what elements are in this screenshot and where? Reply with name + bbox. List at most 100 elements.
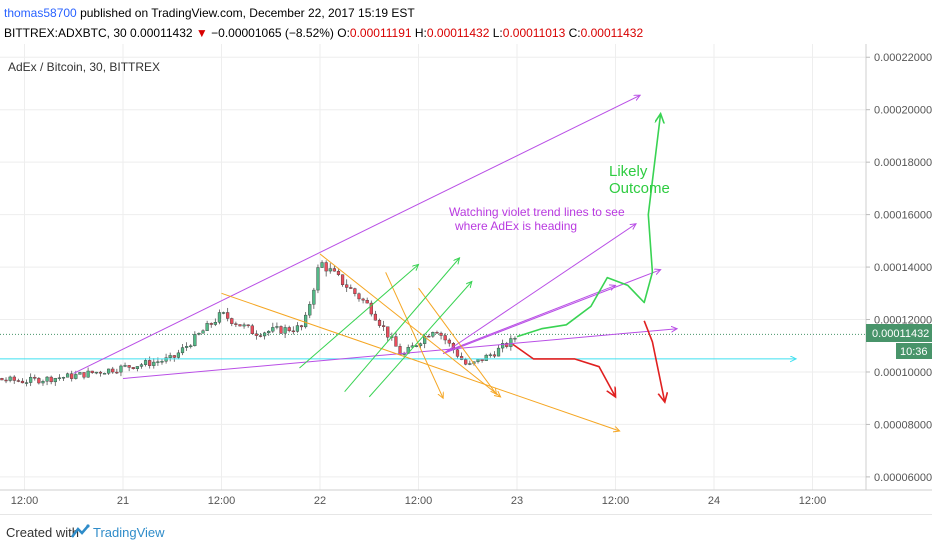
candle-body xyxy=(78,372,82,375)
candle-body xyxy=(82,372,86,378)
trendline-green-2 xyxy=(344,258,460,392)
candle-body xyxy=(185,346,189,348)
candle-body xyxy=(213,322,217,325)
candle-body xyxy=(115,371,119,374)
candle-body xyxy=(49,376,53,383)
candle-body xyxy=(455,349,460,357)
candle-body xyxy=(328,268,332,272)
candle-body xyxy=(316,267,320,291)
annotation-watch-line1: Watching violet trend lines to see xyxy=(449,205,625,219)
candle-body xyxy=(8,376,12,381)
created-with-label: Created with xyxy=(6,525,79,540)
candle-body xyxy=(41,381,45,384)
trendline-green-3 xyxy=(368,281,472,398)
candle-body xyxy=(57,377,61,379)
high-label: H: xyxy=(414,26,427,40)
candle-body xyxy=(414,345,419,347)
time-tick-label: 22 xyxy=(314,495,326,507)
candle-body xyxy=(246,324,250,327)
candle-body xyxy=(74,374,78,379)
candle-body xyxy=(102,373,107,375)
time-tick-label: 12:00 xyxy=(11,495,39,507)
candle-body xyxy=(459,356,464,360)
candle-body xyxy=(12,376,16,381)
trendline-violet-lower xyxy=(122,329,677,380)
candle-body xyxy=(435,332,439,334)
price-tick-label: 0.00016000 xyxy=(874,210,932,222)
candle-body xyxy=(24,382,29,384)
candle-body xyxy=(176,352,181,358)
channel-orange-short xyxy=(385,272,443,398)
drawing-layer xyxy=(0,95,796,431)
tradingview-brand[interactable]: TradingView xyxy=(93,525,165,540)
candle-body xyxy=(299,325,304,328)
candle-body xyxy=(476,359,480,362)
time-tick-label: 24 xyxy=(708,495,720,507)
candle-body xyxy=(90,370,94,373)
candle-body xyxy=(221,312,226,314)
candle-body xyxy=(152,361,156,366)
chart-header: thomas58700 published on TradingView.com… xyxy=(0,0,932,44)
time-tick-label: 23 xyxy=(511,495,523,507)
candle-body xyxy=(20,380,25,384)
candle-body xyxy=(242,324,246,327)
last-price-tag-bg xyxy=(866,324,932,342)
candle-body xyxy=(86,370,90,378)
countdown-tag: 10:36 xyxy=(900,346,928,358)
candle-body xyxy=(4,379,8,382)
time-axis[interactable]: 12:00 21 12:00 22 12:00 23 12:00 24 12:00 xyxy=(0,489,932,507)
candle-body xyxy=(135,366,139,369)
candle-body xyxy=(394,336,398,347)
candle-body xyxy=(168,355,172,358)
candle-body xyxy=(464,359,468,365)
low-label: L: xyxy=(492,26,503,40)
price-tick-label: 0.00008000 xyxy=(874,419,932,431)
candle-body xyxy=(53,378,57,383)
candle-body xyxy=(33,376,37,379)
chart-title: AdEx / Bitcoin, 30, BITTREX xyxy=(8,60,160,74)
candle-body xyxy=(382,325,386,327)
candle-body xyxy=(262,332,267,337)
price-axis[interactable]: 0.00006000 0.00008000 0.00010000 0.00012000… xyxy=(865,44,932,490)
price-tick-label: 0.00018000 xyxy=(874,157,932,169)
candle-body xyxy=(143,360,148,365)
candle-body xyxy=(267,330,271,334)
author-link[interactable]: thomas58700 xyxy=(4,6,77,20)
candle-body xyxy=(234,323,238,325)
candle-body xyxy=(443,335,447,341)
annotation-watch-line2: where AdEx is heading xyxy=(454,219,577,233)
candle-body xyxy=(98,371,103,374)
symbol-name: BITTREX:ADXBTC, 30 xyxy=(4,26,127,40)
candle-body xyxy=(230,318,234,324)
candle-body xyxy=(312,289,316,305)
open-label: O: xyxy=(337,26,350,40)
down-arrow-icon: ▼ xyxy=(195,26,208,40)
price-tick-label: 0.00012000 xyxy=(874,315,932,327)
trendline-violet-mid xyxy=(442,224,636,355)
candle-body xyxy=(275,326,279,328)
annotation-outcome-line1: Likely xyxy=(609,163,648,180)
time-tick-label: 12:00 xyxy=(602,495,630,507)
candle-body xyxy=(480,359,484,361)
publication-line: thomas58700 published on TradingView.com… xyxy=(4,6,415,20)
candle-body xyxy=(345,284,349,288)
last-price: 0.00011432 xyxy=(130,26,193,40)
candle-body xyxy=(418,343,423,346)
candle-body xyxy=(427,335,431,338)
candle-body xyxy=(373,313,378,321)
candle-body xyxy=(377,319,382,326)
candle-body xyxy=(361,298,365,301)
price-chart[interactable]: 0.00006000 0.00008000 0.00010000 0.00012000… xyxy=(0,44,932,514)
channel-orange-lower xyxy=(418,287,497,394)
candlestick-series xyxy=(0,260,517,387)
annotation-outcome-line2: Outcome xyxy=(609,180,670,197)
candle-body xyxy=(148,360,152,366)
chart-area[interactable]: 0.00006000 0.00008000 0.00010000 0.00012000… xyxy=(0,44,932,514)
price-tags: 0.00011432 10:36 xyxy=(866,324,932,359)
candle-body xyxy=(205,323,209,331)
candle-body xyxy=(492,354,497,357)
candle-body xyxy=(164,357,168,362)
candle-body xyxy=(349,287,353,289)
candle-body xyxy=(279,326,283,334)
chart-background xyxy=(0,44,932,514)
